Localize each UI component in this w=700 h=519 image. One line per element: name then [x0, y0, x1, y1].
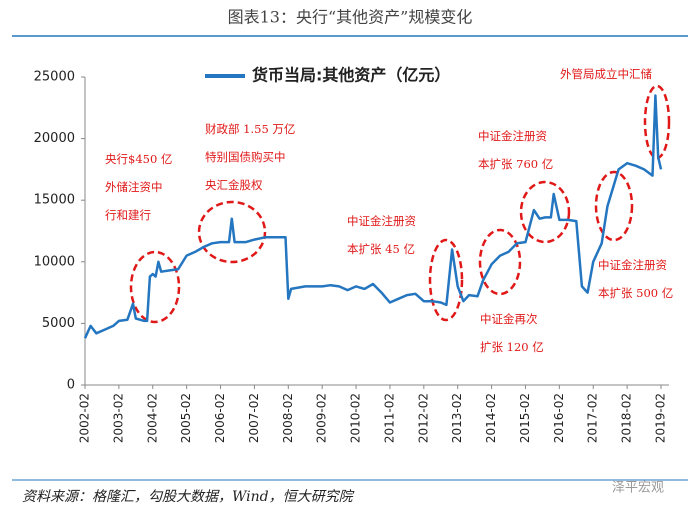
x-tick-label: 2005-02 [179, 393, 193, 443]
x-tick-label: 2012-02 [416, 393, 430, 443]
legend-label: 货币当局:其他资产（亿元） [252, 66, 450, 85]
annotation: 扩张 120 亿 [480, 340, 544, 354]
x-tick-label: 2003-02 [111, 393, 125, 443]
highlight [197, 200, 267, 264]
x-tick-label: 2011-02 [382, 393, 396, 443]
y-tick-label: 10000 [34, 254, 75, 269]
source: 资料来源：格隆汇，勾股大数据，Wind，恒大研究院 [22, 489, 355, 505]
annotation: 本扩张 45 亿 [347, 242, 415, 256]
x-tick-label: 2016-02 [552, 393, 566, 443]
annotation: 外管局成立中汇储 [560, 67, 652, 81]
x-tick-label: 2019-02 [654, 393, 668, 443]
chart-title: 图表13：央行“其他资产”规模变化 [228, 8, 473, 27]
x-tick-label: 2018-02 [620, 393, 634, 443]
x-tick-label: 2014-02 [484, 393, 498, 443]
x-tick-label: 2010-02 [349, 393, 363, 443]
y-tick-label: 0 [67, 378, 75, 393]
annotation: 财政部 1.55 万亿 [205, 122, 295, 136]
x-tick-label: 2013-02 [450, 393, 464, 443]
annotation: 中证金注册资 [478, 129, 547, 143]
x-tick-label: 2004-02 [145, 393, 159, 443]
highlight [428, 238, 464, 322]
highlight [643, 84, 671, 160]
x-tick-label: 2002-02 [78, 393, 92, 443]
highlight [129, 250, 181, 324]
annotation: 中证金注册资 [598, 258, 667, 272]
annotation: 中证金再次 [480, 312, 538, 326]
highlight [594, 170, 634, 242]
x-tick-label: 2006-02 [213, 393, 227, 443]
y-tick-label: 20000 [34, 131, 75, 146]
y-tick-label: 25000 [34, 70, 75, 85]
highlight [519, 180, 571, 244]
annotation: 本扩张 760 亿 [478, 157, 553, 171]
x-tick-label: 2007-02 [247, 393, 261, 443]
annotation: 本扩张 500 亿 [598, 286, 673, 300]
highlight [478, 228, 522, 296]
x-tick-label: 2015-02 [518, 393, 532, 443]
annotation: 行和建行 [105, 208, 151, 222]
annotation: 央汇金股权 [205, 178, 263, 192]
series-line [83, 94, 663, 339]
annotation: 中证金注册资 [347, 214, 416, 228]
annotation: 央行$450 亿 [105, 152, 172, 166]
y-tick-label: 15000 [34, 193, 75, 208]
x-tick-label: 2017-02 [586, 393, 600, 443]
x-tick-label: 2009-02 [315, 393, 329, 443]
x-tick-label: 2008-02 [281, 393, 295, 443]
annotation: 外储注资中 [105, 180, 163, 194]
y-tick-label: 5000 [42, 316, 75, 331]
highlights [129, 84, 671, 324]
annotation: 特别国债购买中 [205, 150, 286, 164]
watermark: 泽平宏观 [612, 481, 664, 496]
